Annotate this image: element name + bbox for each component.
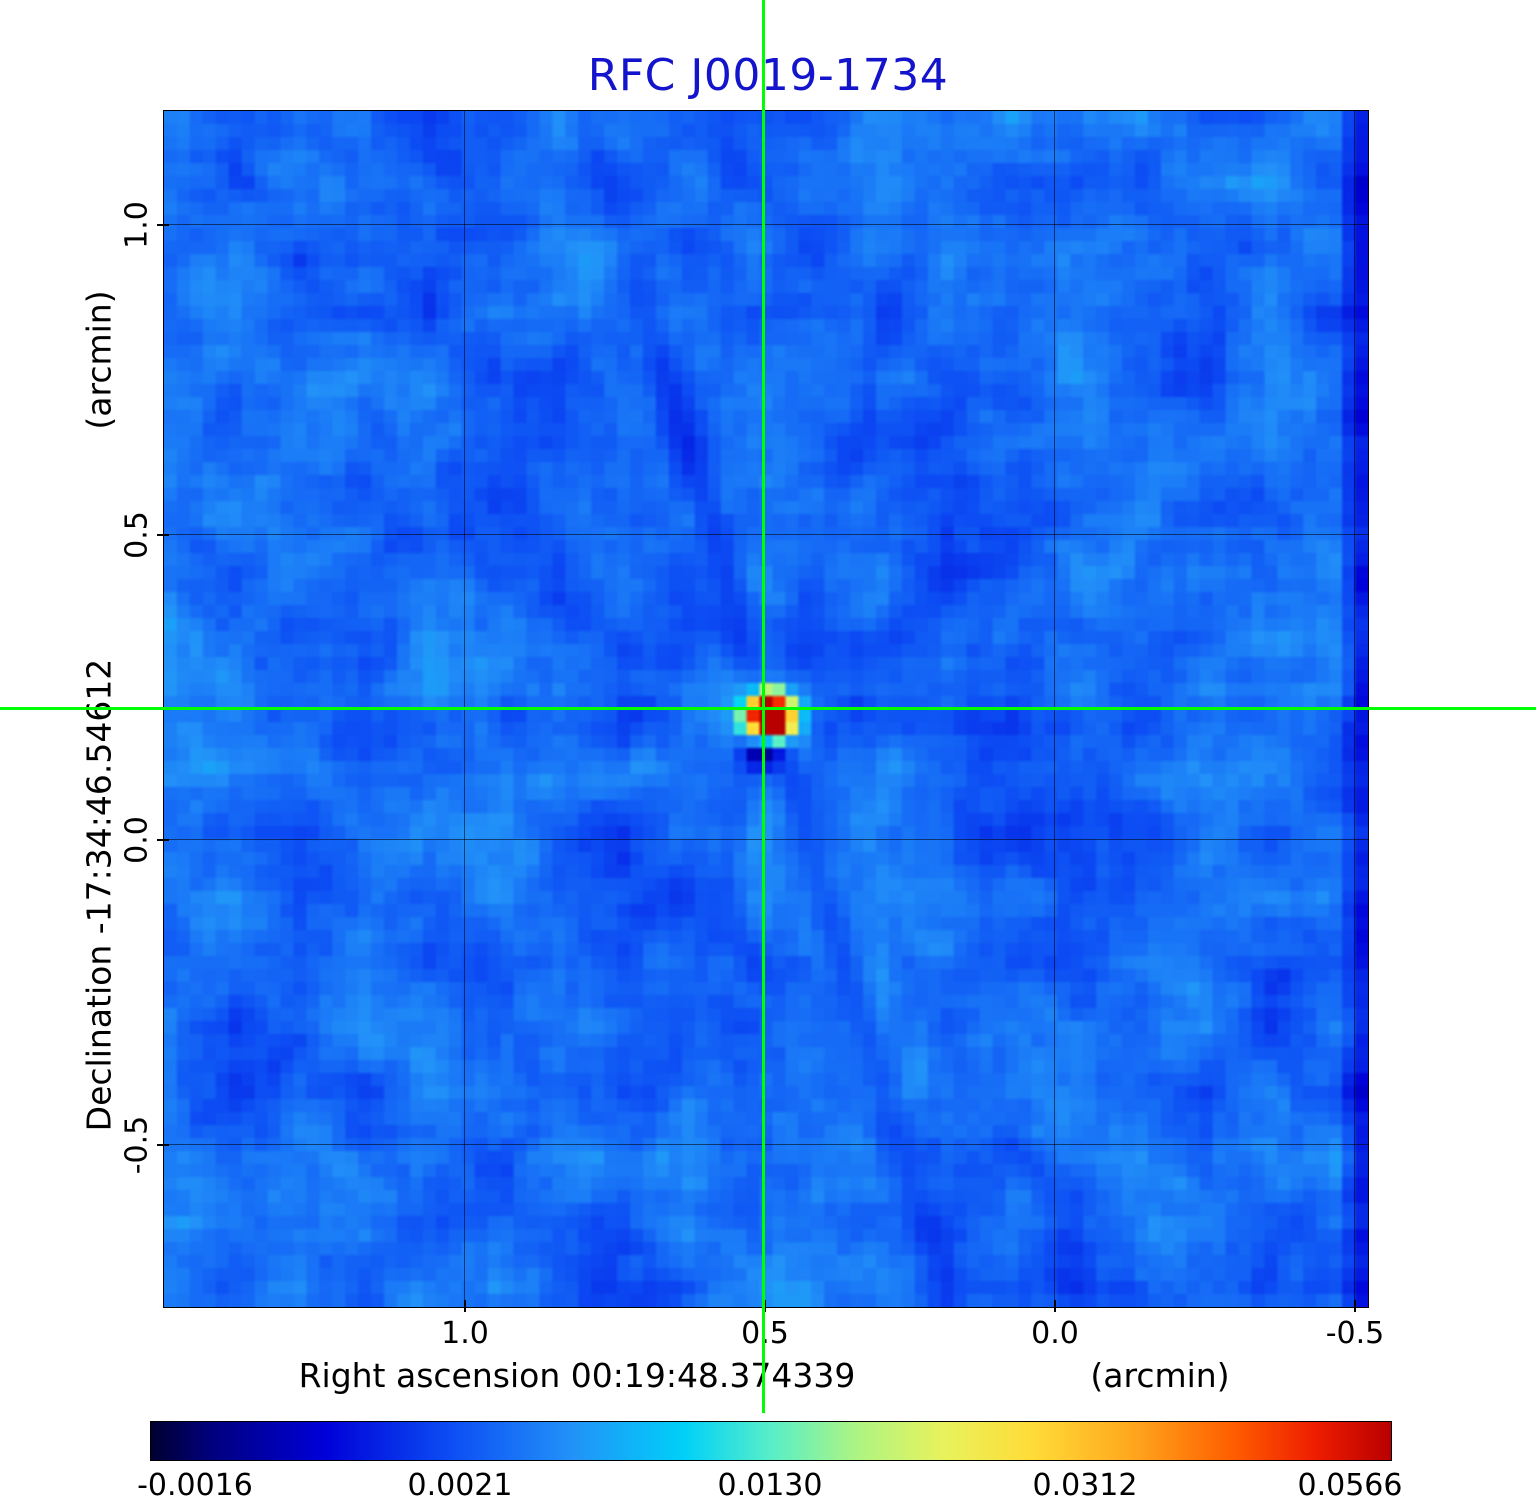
x-tick-label-3: 0.0 <box>1031 1316 1079 1351</box>
x-tick-label-4: -0.5 <box>1325 1316 1385 1351</box>
colorbar-tick-label-1: -0.0016 <box>137 1468 253 1503</box>
y-tick-label-4: -0.5 <box>119 1115 155 1175</box>
y-tick-label-3: 0.0 <box>119 816 155 864</box>
x-tick-label-2: 0.5 <box>741 1316 789 1351</box>
x-tick-label-1: 1.0 <box>441 1316 489 1351</box>
y-axis-label: Declination -17:34:46.54612 <box>79 658 119 1132</box>
crosshair-vertical-line <box>762 0 765 1413</box>
y-axis-unit-label: (arcmin) <box>79 290 119 430</box>
y-tick-label-1: 1.0 <box>119 201 155 249</box>
plot-title: RFC J0019-1734 <box>587 50 949 101</box>
colorbar-tick-label-4: 0.0312 <box>1032 1468 1138 1503</box>
y-tick-label-2: 0.5 <box>119 511 155 559</box>
x-axis-label: Right ascension 00:19:48.374339 <box>298 1356 856 1395</box>
colorbar <box>150 1421 1392 1461</box>
crosshair-horizontal-line <box>0 707 1536 710</box>
x-axis-unit-label: (arcmin) <box>1090 1356 1230 1395</box>
colorbar-tick-label-3: 0.0130 <box>717 1468 823 1503</box>
colorbar-tick-label-5: 0.0566 <box>1297 1468 1403 1503</box>
colorbar-tick-label-2: 0.0021 <box>407 1468 513 1503</box>
